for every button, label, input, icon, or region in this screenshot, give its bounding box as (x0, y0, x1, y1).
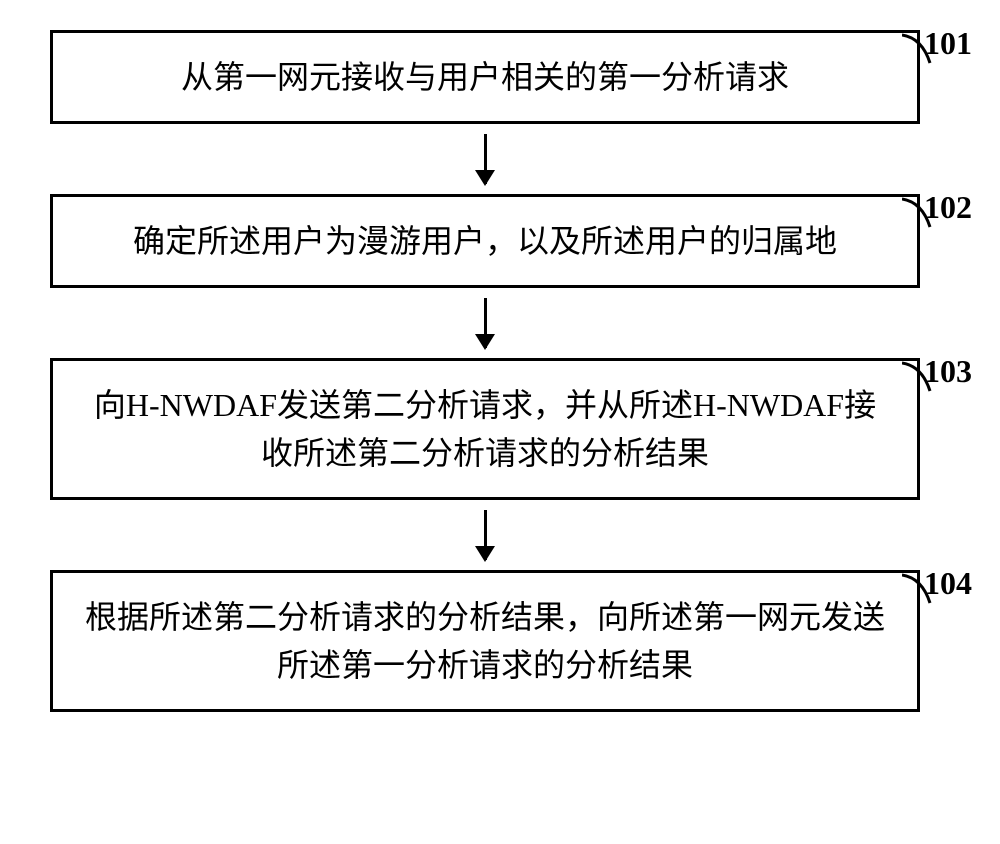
step-text-2: 确定所述用户为漫游用户，以及所述用户的归属地 (133, 217, 837, 265)
step-label-1: 101 (924, 25, 972, 62)
flowchart-container: 101 从第一网元接收与用户相关的第一分析请求 102 确定所述用户为漫游用户，… (50, 30, 950, 712)
step-box-3: 103 向H-NWDAF发送第二分析请求，并从所述H-NWDAF接收所述第二分析… (50, 358, 920, 500)
step-box-4: 104 根据所述第二分析请求的分析结果，向所述第一网元发送所述第一分析请求的分析… (50, 570, 920, 712)
arrow-1 (50, 124, 920, 194)
step-box-2: 102 确定所述用户为漫游用户，以及所述用户的归属地 (50, 194, 920, 288)
arrow-2 (50, 288, 920, 358)
step-text-1: 从第一网元接收与用户相关的第一分析请求 (181, 53, 789, 101)
step-label-4: 104 (924, 565, 972, 602)
arrow-3 (50, 500, 920, 570)
step-text-3: 向H-NWDAF发送第二分析请求，并从所述H-NWDAF接收所述第二分析请求的分… (83, 381, 887, 477)
step-box-1: 101 从第一网元接收与用户相关的第一分析请求 (50, 30, 920, 124)
step-label-2: 102 (924, 189, 972, 226)
step-text-4: 根据所述第二分析请求的分析结果，向所述第一网元发送所述第一分析请求的分析结果 (83, 593, 887, 689)
step-label-3: 103 (924, 353, 972, 390)
